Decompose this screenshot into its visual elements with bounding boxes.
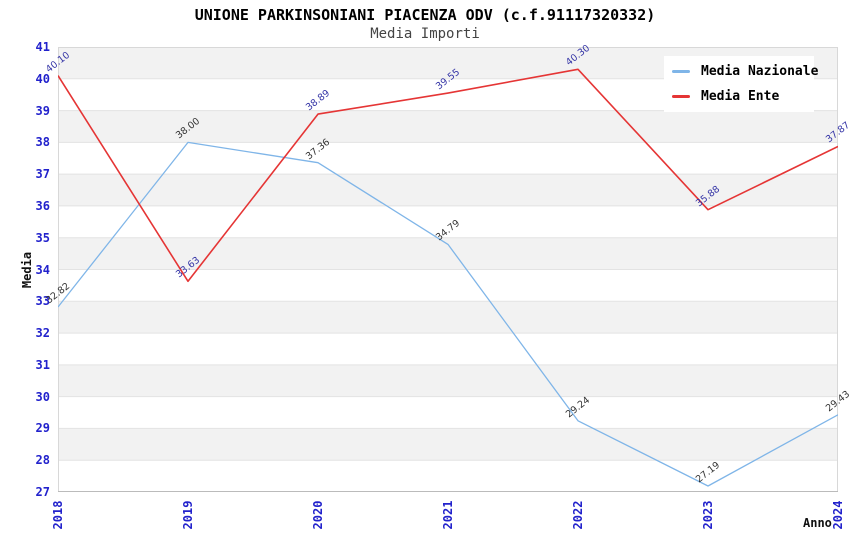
legend-swatch-blue-line-icon xyxy=(672,70,690,73)
x-axis-title: Anno xyxy=(803,516,832,530)
stripe-band xyxy=(58,364,838,397)
x-tick-label: 2021 xyxy=(441,500,455,530)
y-tick-label: 37 xyxy=(35,167,50,182)
chart-title: UNIONE PARKINSONIANI PIACENZA ODV (c.f.9… xyxy=(194,6,656,24)
y-tick-label: 28 xyxy=(35,453,50,468)
series-line-1 xyxy=(58,68,838,283)
y-tick-label: 35 xyxy=(35,230,50,245)
stripe-band xyxy=(58,110,838,143)
y-tick-label: 33 xyxy=(35,294,50,309)
stripe-band xyxy=(58,174,838,206)
x-tick-label: 2018 xyxy=(51,500,65,530)
series-line-0 xyxy=(58,141,838,487)
legend-item-media-ente: Media Ente xyxy=(672,84,814,109)
y-tick-label: 31 xyxy=(35,357,50,372)
y-tick-label: 41 xyxy=(35,40,50,54)
x-tick-label: 2019 xyxy=(181,500,195,530)
y-tick-label: 38 xyxy=(35,135,50,150)
legend-label-media-ente: Media Ente xyxy=(701,89,780,104)
y-tick-label: 27 xyxy=(35,485,50,499)
legend-swatch-red-line-icon xyxy=(672,95,690,98)
y-tick-label: 30 xyxy=(35,389,50,404)
legend: Media Nazionale Media Ente xyxy=(664,56,818,112)
y-axis-title: Media xyxy=(20,251,34,289)
stripe-band xyxy=(58,237,838,270)
y-tick-label: 40 xyxy=(35,71,50,86)
plot-area xyxy=(58,47,838,492)
x-tick-label: 2020 xyxy=(311,500,325,530)
y-tick-label: 36 xyxy=(35,198,50,213)
y-tick-label: 29 xyxy=(35,421,50,436)
stripe-band xyxy=(58,428,838,461)
plot-canvas xyxy=(58,47,838,492)
x-tick-label: 2022 xyxy=(571,500,585,530)
x-tick-label: 2024 xyxy=(831,500,845,530)
chart-subtitle: Media Importi xyxy=(370,26,480,42)
y-tick-label: 34 xyxy=(35,262,50,277)
stripe-band xyxy=(58,301,838,334)
y-tick-label: 32 xyxy=(35,326,50,341)
y-tick-label: 39 xyxy=(35,103,50,118)
legend-item-media-nazionale: Media Nazionale xyxy=(672,59,818,84)
legend-label-media-nazionale: Media Nazionale xyxy=(701,64,819,79)
x-tick-label: 2023 xyxy=(701,500,715,530)
